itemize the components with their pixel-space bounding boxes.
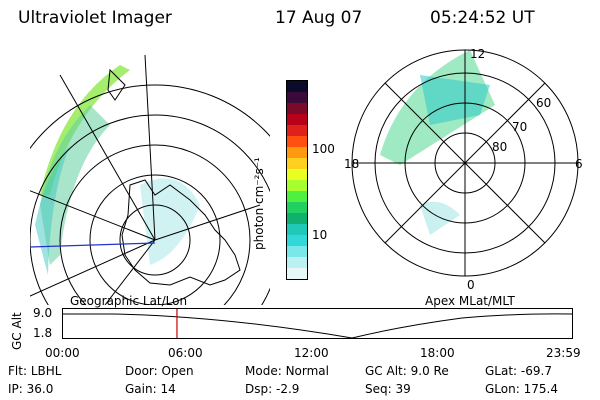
footer-row1-col3: Mode: Normal: [245, 364, 329, 378]
new-zealand-coast: [107, 68, 126, 101]
mlt-label-0: 0: [467, 278, 475, 292]
timeline-xtick-0: 00:00: [45, 346, 80, 360]
aurora-diffuse: [40, 105, 110, 265]
colorbar-segment: [287, 191, 307, 202]
colorbar-segment: [287, 147, 307, 158]
footer-row1-col4: GC Alt: 9.0 Re: [365, 364, 449, 378]
colorbar-label: photon cm⁻²s⁻¹: [252, 157, 266, 250]
mlt-aurora-patch: [420, 201, 460, 235]
timeline-xtick-2: 12:00: [294, 346, 329, 360]
timeline-xtick-3: 18:00: [420, 346, 455, 360]
colorbar-segment: [287, 114, 307, 125]
meridians: [30, 55, 261, 305]
colorbar-segment: [287, 246, 307, 257]
timeline-right-label: Apex MLat/MLT: [425, 294, 515, 308]
mlt-label-12: 12: [470, 47, 486, 61]
timeline-xtick-4: 23:59: [546, 346, 581, 360]
colorbar-segment: [287, 125, 307, 136]
colorbar-segment: [287, 103, 307, 114]
mlt-label-18: 18: [344, 157, 360, 171]
colorbar-segment: [287, 224, 307, 235]
mlt-label-80: 80: [492, 140, 508, 154]
mlt-aurora-cyan: [420, 75, 490, 125]
mlt-label-60: 60: [536, 96, 552, 110]
colorbar-segment: [287, 235, 307, 246]
timeline-axis-label: GC Alt: [10, 312, 24, 350]
colorbar-segment: [287, 180, 307, 191]
footer-row2-col5: GLon: 175.4: [485, 382, 558, 396]
colorbar: [286, 80, 308, 280]
date-label: 17 Aug 07: [275, 8, 363, 28]
aurora-diffuse-2: [35, 145, 70, 275]
colorbar-segment: [287, 169, 307, 180]
latitude-circles: [30, 84, 270, 305]
timeline-ytick-bottom: 1.8: [33, 326, 53, 340]
footer-row2-col2: Gain: 14: [125, 382, 176, 396]
footer-row2-col4: Seq: 39: [365, 382, 411, 396]
colorbar-segment: [287, 213, 307, 224]
mlt-label-6: 6: [575, 157, 583, 171]
mlt-label-70: 70: [512, 120, 528, 134]
aurora-patch: [140, 178, 200, 265]
timeline-frame: [62, 308, 573, 339]
instrument-title: Ultraviolet Imager: [18, 8, 172, 28]
time-label: 05:24:52 UT: [430, 8, 535, 28]
footer-row1-col1: Flt: LBHL: [8, 364, 62, 378]
footer-row2-col3: Dsp: -2.9: [245, 382, 300, 396]
colorbar-tick-100: 100: [312, 142, 335, 156]
timeline-ytick-top: 9.0: [33, 306, 53, 320]
colorbar-segment: [287, 81, 307, 92]
colorbar-segment: [287, 257, 307, 268]
colorbar-segment: [287, 202, 307, 213]
footer-row1-col2: Door: Open: [125, 364, 194, 378]
colorbar-segment: [287, 92, 307, 103]
colorbar-tick-10: 10: [312, 228, 328, 242]
mlt-polar-plot: [351, 49, 579, 277]
track-line: [30, 242, 156, 248]
timeline-left-label: Geographic Lat/Lon: [70, 294, 188, 308]
footer-row2-col1: IP: 36.0: [8, 382, 54, 396]
geographic-map: [30, 55, 270, 305]
altitude-curve: [63, 313, 573, 339]
timeline-plot: [62, 308, 573, 339]
timeline-xtick-1: 06:00: [168, 346, 203, 360]
colorbar-segment: [287, 136, 307, 147]
colorbar-segment: [287, 268, 307, 279]
antarctica-coast: [121, 179, 241, 286]
footer-row1-col5: GLat: -69.7: [485, 364, 552, 378]
colorbar-segment: [287, 158, 307, 169]
mlt-meridians: [352, 50, 578, 276]
